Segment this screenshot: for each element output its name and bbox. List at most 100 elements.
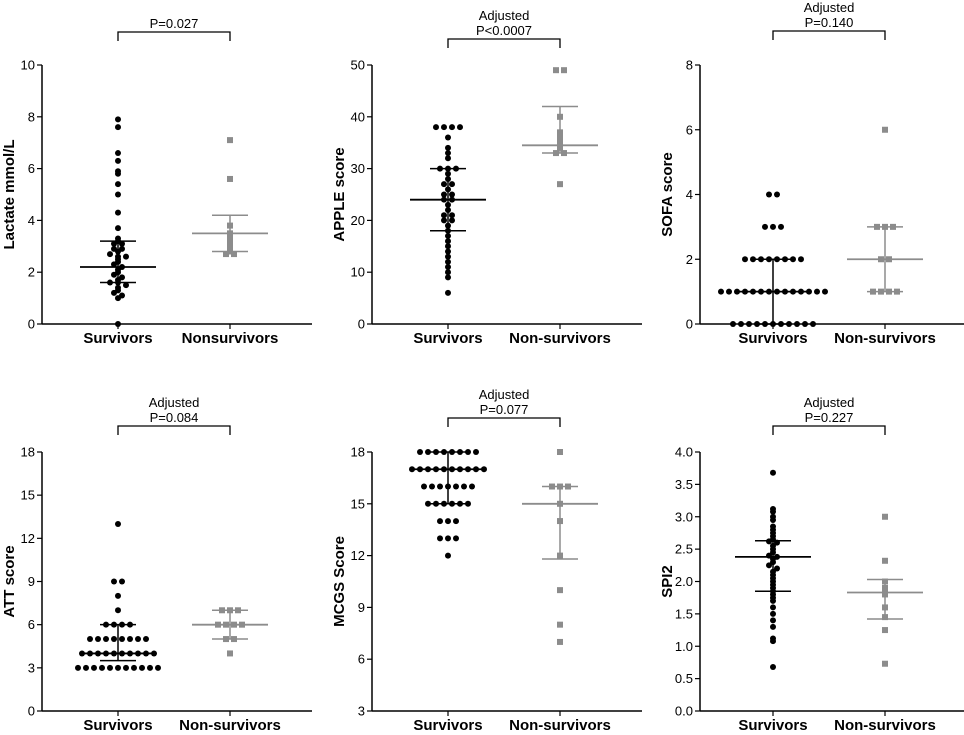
data-point [115,607,121,614]
bracket-line [447,417,561,427]
data-point [115,150,121,157]
data-point [557,449,563,455]
data-point [798,256,804,263]
chart-panel-2: 0 10 20 30 40 50 Survivors Non-survivors APPLE s… [331,8,642,347]
bracket-line [117,425,231,435]
data-point [115,209,121,216]
data-point [425,449,431,455]
data-point [453,518,459,525]
data-point [561,67,567,74]
survivors-series [80,116,156,327]
survivors-series [735,469,811,670]
p-value-label: P=0.140 [805,15,854,30]
data-point [425,500,431,507]
x-category-label: Non-survivors [834,330,936,347]
data-point [127,636,133,643]
y-tick-label: 3.0 [675,509,693,524]
data-point [770,617,776,624]
data-point [746,321,752,327]
p-value-label: P=0.084 [150,410,199,425]
data-point [790,256,796,263]
y-tick-label: 10 [351,265,365,280]
data-point [553,67,559,74]
data-point [103,636,109,643]
data-point [123,664,129,671]
data-point [107,664,113,671]
survivors-series [410,124,486,296]
y-tick-label: 15 [351,496,365,511]
data-point [111,636,117,643]
data-point [465,449,471,455]
y-tick-label: 9 [358,600,365,615]
data-point [83,664,89,671]
data-point [441,217,447,224]
y-tick-label: 9 [28,574,35,589]
data-point [770,638,776,645]
nonsurvivors-series [192,137,268,258]
data-point [115,191,121,198]
bracket-line [772,425,886,435]
data-point [445,289,451,296]
y-tick-label: 0 [686,317,693,332]
y-tick-label: 3 [358,704,365,719]
y-tick-label: 0 [358,317,365,332]
data-point [822,288,828,295]
data-point [441,181,447,188]
data-point [445,253,451,260]
data-point [445,232,451,239]
y-tick-label: 4 [686,187,693,202]
significance-bracket: P=0.027 [117,16,231,41]
data-point [107,251,113,258]
data-point [557,587,563,594]
data-point [111,261,117,268]
chart-panel-3: 0 2 4 6 8 Survivors Non-survivors SOFA score Adj… [659,0,964,347]
data-point [111,289,117,296]
data-point [457,124,463,131]
data-point [433,124,439,131]
data-point [441,212,447,219]
data-point [223,251,229,258]
chart-panel-6: 0.0 0.5 1.0 1.5 2.0 2.5 3.0 3.5 4.0 Survivors Non-… [659,395,964,734]
data-point [115,225,121,232]
data-point [147,664,153,671]
data-point [429,483,435,490]
data-point [87,636,93,643]
data-point [814,288,820,295]
data-point [115,592,121,599]
data-point [770,508,776,515]
data-point [750,256,756,263]
y-tick-label: 12 [351,548,365,563]
data-point [91,664,97,671]
data-point [445,134,451,141]
data-point [730,321,736,327]
data-point [718,288,724,295]
survivors-series [718,191,828,327]
data-point [119,636,125,643]
data-point [445,269,451,276]
data-point [742,256,748,263]
data-point [135,636,141,643]
nonsurvivors-series [522,449,598,645]
chart-panel-4: 0 3 6 9 12 15 18 Survivors Non-survivors ATT scor… [1,395,312,734]
y-tick-label: 2 [686,252,693,267]
p-value-label: P<0.0007 [476,23,532,38]
y-tick-label: 3 [28,660,35,675]
data-point [726,288,732,295]
data-point [774,191,780,198]
chart-panel-5: 3 6 9 12 15 18 Survivors Non-survivors MCGS Scor… [331,387,642,734]
p-value-label: P=0.077 [480,402,529,417]
nonsurvivors-series [847,126,923,295]
data-point [445,535,451,542]
data-point [738,321,744,327]
data-point [111,578,117,585]
y-axis-title: Lactate mmol/L [1,139,18,249]
x-category-label: Survivors [413,330,482,347]
p-value-label: P=0.227 [805,410,854,425]
y-tick-label: 8 [686,58,693,73]
x-category-label: Non-survivors [509,330,611,347]
data-point [449,212,455,219]
y-tick-label: 2.5 [675,542,693,557]
